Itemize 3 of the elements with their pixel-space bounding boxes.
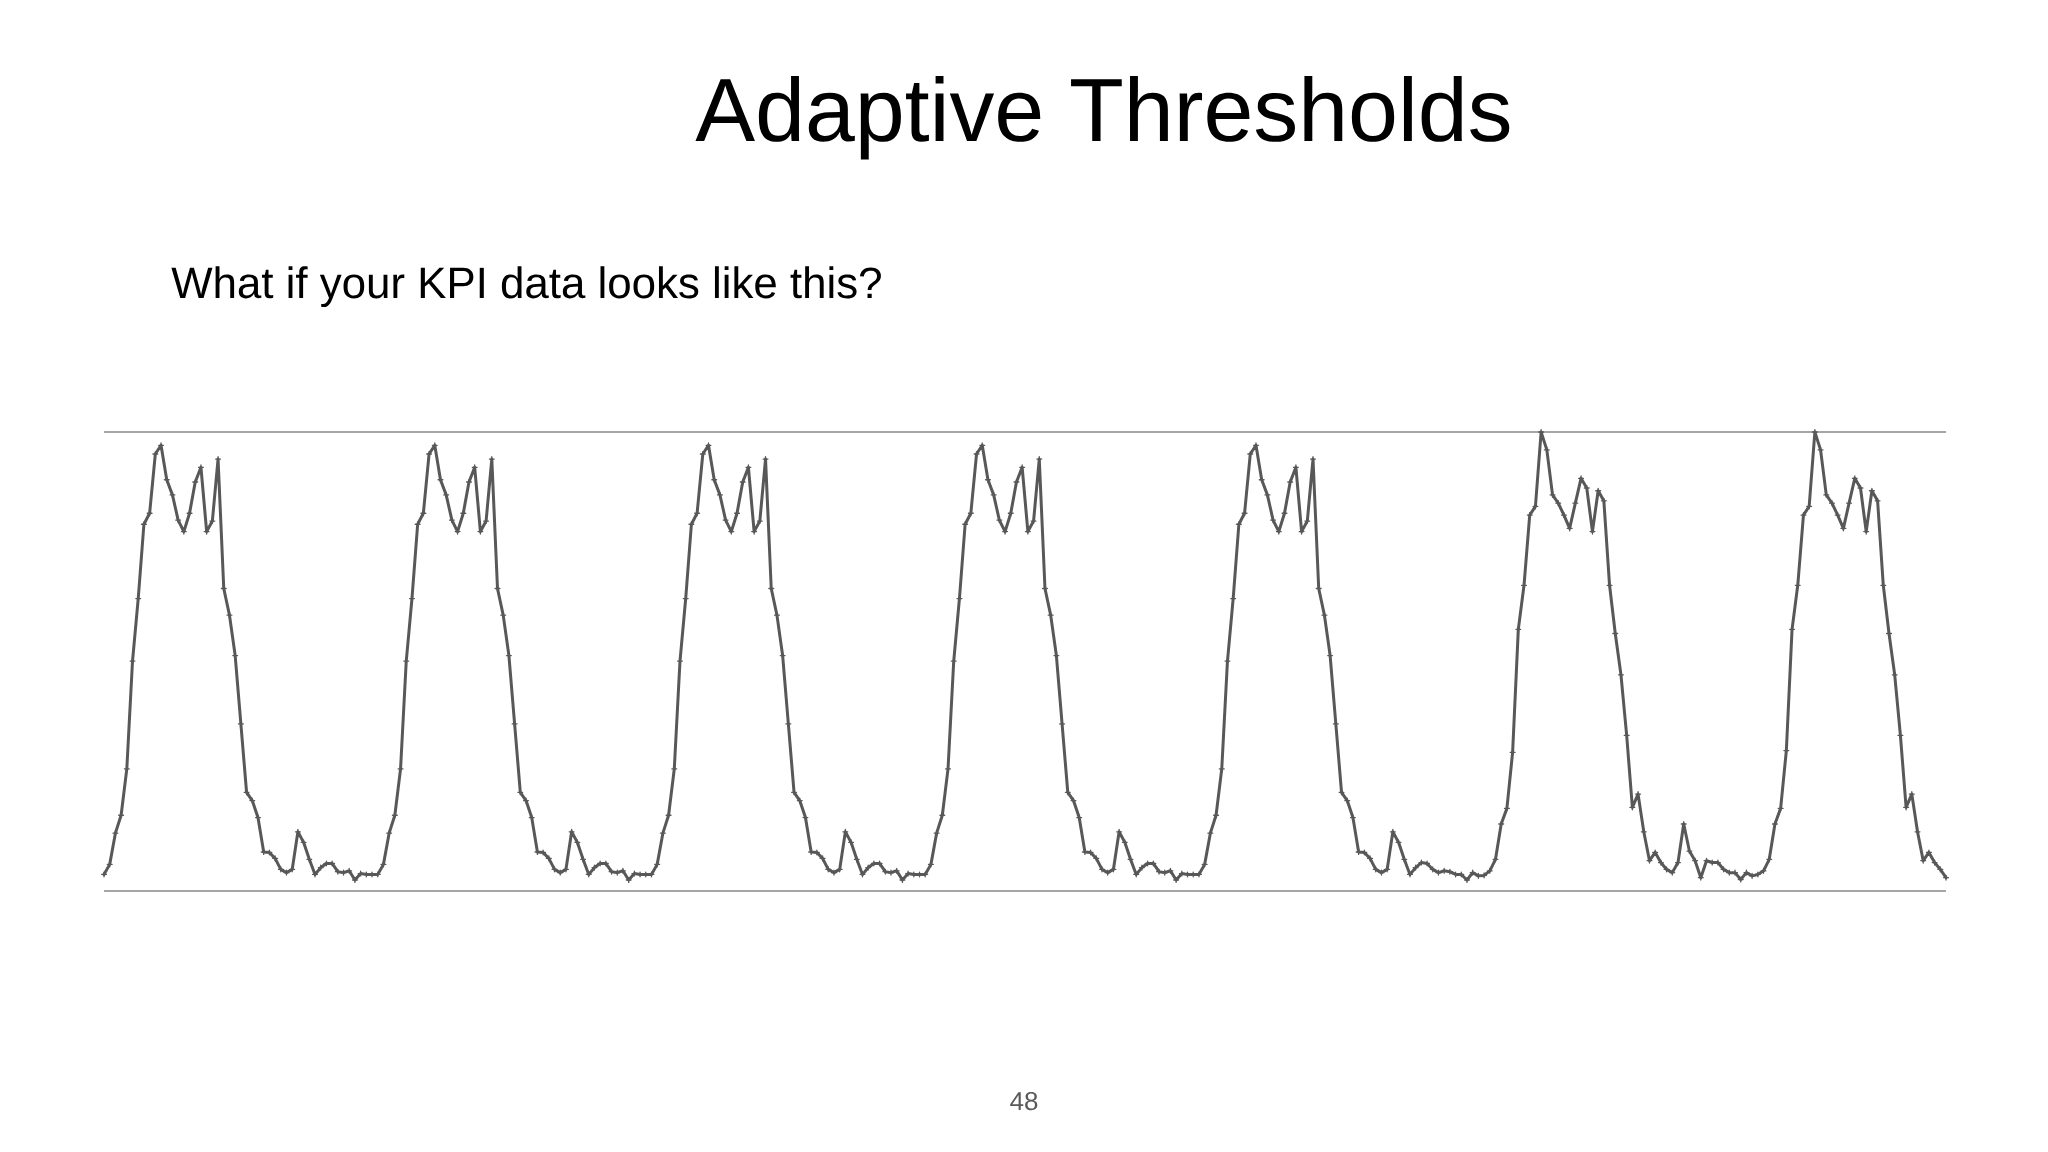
chart-subtitle: What if your KPI data looks like this?	[171, 266, 881, 308]
text: 48	[1010, 1091, 1038, 1111]
chart-title: Adaptive Thresholds	[695, 76, 1510, 160]
